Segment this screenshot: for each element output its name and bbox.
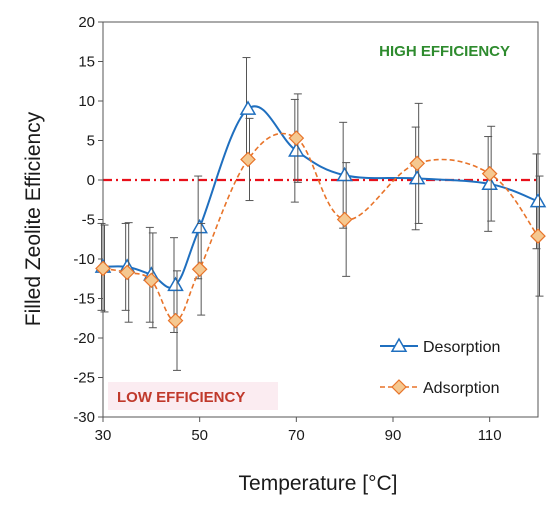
y-tick-label: 5 <box>87 133 95 150</box>
data-point-desorption <box>239 100 257 115</box>
data-point-adsorption <box>143 272 160 289</box>
series-line-adsorption <box>102 132 539 322</box>
y-tick-label: -10 <box>73 251 95 268</box>
x-tick-label: 50 <box>191 427 208 444</box>
plot-frame <box>102 21 539 418</box>
axes: -30 -25 -20 -15 -10 -5 0 5 10 15 20 30 50 70 90 110 <box>73 14 539 444</box>
y-tick-label: -30 <box>73 409 95 426</box>
annotation-high-efficiency: HIGH EFFICIENCY <box>379 43 510 60</box>
series-layer <box>94 57 547 371</box>
data-point-desorption <box>336 166 353 182</box>
data-point-adsorption <box>95 260 111 277</box>
data-point-adsorption <box>119 264 136 281</box>
series-desorption <box>94 57 547 333</box>
data-point-adsorption <box>481 165 498 182</box>
legend: Desorption Adsorption <box>380 337 500 397</box>
data-point-adsorption <box>336 211 353 228</box>
data-point-desorption <box>167 276 184 292</box>
legend-label-desorption: Desorption <box>423 339 500 356</box>
x-tick-label: 90 <box>385 427 402 444</box>
x-axis-title: Temperature [°C] <box>239 472 398 495</box>
legend-label-adsorption: Adsorption <box>423 380 500 397</box>
legend-marker-desorption <box>390 337 408 352</box>
data-point-desorption <box>288 142 305 157</box>
data-point-desorption <box>481 175 498 190</box>
y-tick-label: 10 <box>78 93 95 110</box>
x-tick-label: 30 <box>95 427 112 444</box>
error-bars-desorption <box>97 57 541 333</box>
annotation-low-efficiency: LOW EFFICIENCY <box>117 389 245 406</box>
y-tick-label: 20 <box>78 14 95 31</box>
series-adsorption <box>95 93 546 371</box>
x-tick-label: 110 <box>478 427 502 444</box>
y-tick-label: -5 <box>82 212 95 229</box>
legend-marker-adsorption <box>391 379 407 395</box>
x-tick-label: 70 <box>288 427 305 444</box>
data-point-adsorption <box>288 130 305 146</box>
y-tick-label: -20 <box>73 330 95 347</box>
data-point-adsorption <box>530 228 546 244</box>
y-axis-title: Filled Zeolite Efficiency <box>22 111 45 326</box>
y-tick-label: -25 <box>73 370 95 387</box>
error-bars-adsorption <box>100 93 544 371</box>
data-point-adsorption <box>409 155 426 172</box>
data-point-desorption <box>529 192 547 208</box>
y-tick-label: -15 <box>73 291 95 308</box>
annotation-low-efficiency-highlight <box>108 382 278 410</box>
data-point-adsorption <box>167 312 184 329</box>
data-point-desorption <box>408 169 426 185</box>
data-point-desorption <box>191 218 208 234</box>
y-tick-label: 15 <box>78 54 95 71</box>
y-tick-label: 0 <box>87 172 95 189</box>
series-line-desorption <box>102 105 539 289</box>
data-point-adsorption <box>240 151 256 168</box>
data-point-adsorption <box>191 261 208 278</box>
